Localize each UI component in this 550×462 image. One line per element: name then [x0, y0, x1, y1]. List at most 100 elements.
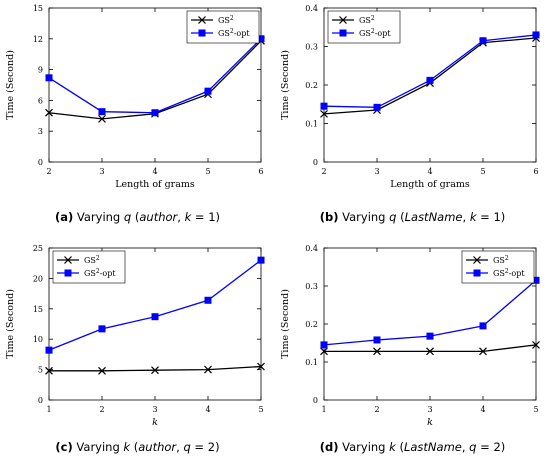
data-point-square — [532, 31, 540, 39]
data-point-square — [373, 336, 381, 344]
y-tick-label: 15 — [33, 4, 43, 13]
y-tick-label: 0 — [313, 158, 318, 167]
x-tick-label: 5 — [480, 167, 485, 176]
x-axis-label: Length of grams — [390, 179, 470, 190]
caption-attribute: LastName — [403, 440, 462, 454]
x-tick-label: 2 — [374, 405, 379, 414]
data-point-square — [151, 109, 159, 117]
y-tick-label: 0.1 — [305, 358, 318, 367]
x-tick-label: 3 — [99, 167, 104, 176]
series-line-gs2 — [48, 40, 262, 120]
x-tick-label: 5 — [258, 405, 263, 414]
caption-d: (d) Varying k (LastName, q = 2) — [319, 440, 506, 454]
caption-parameter: q — [183, 440, 191, 454]
y-tick-label: 5 — [38, 366, 43, 375]
series-line-gs2-opt — [323, 34, 537, 108]
x-tick-label: 4 — [205, 405, 210, 414]
data-point-x — [479, 347, 487, 356]
y-tick-label: 0.2 — [305, 81, 318, 90]
chart-panel-a: 0 3 6 9 12 15 2 3 4 5 6 Length of grams Time (Second… — [5, 4, 265, 190]
caption-a: (a) Varying q (author, k = 1) — [54, 210, 221, 224]
data-point-square — [204, 296, 212, 304]
data-point-square — [479, 37, 487, 45]
data-point-x — [198, 16, 206, 24]
caption-value: 2 — [493, 440, 501, 454]
data-point-square — [479, 322, 487, 330]
data-point-x — [64, 256, 72, 264]
data-point-x — [373, 347, 381, 356]
caption-prefix: Varying — [342, 210, 386, 224]
y-tick-label: 20 — [33, 274, 43, 283]
caption-b: (b) Varying q (LastName, k = 1) — [319, 210, 506, 224]
x-tick-label: 2 — [321, 167, 326, 176]
series-line-gs2 — [324, 344, 537, 353]
y-axis-label: Time (Second) — [280, 50, 291, 120]
x-tick-label: 1 — [321, 405, 326, 414]
legend: GS2 GS2-opt — [52, 250, 126, 284]
caption-parameter: k — [184, 210, 192, 224]
data-point-square — [320, 341, 328, 349]
data-point-x — [320, 109, 328, 118]
data-point-square — [373, 103, 381, 111]
y-axis-label: Time (Second) — [280, 289, 291, 359]
data-point-square — [204, 87, 212, 95]
legend-label: GS2 — [218, 15, 234, 25]
chart-panel-b: 0 0.1 0.2 0.3 0.4 2 3 4 5 6 Length of grams Time (S… — [280, 4, 540, 190]
legend: GS2 GS2-opt — [186, 10, 260, 44]
data-point-square — [473, 269, 481, 277]
x-axis-label: k — [152, 417, 158, 428]
y-axis-label: Time (Second) — [5, 50, 16, 120]
caption-c: (c) Varying k (author, q = 2) — [55, 440, 220, 454]
x-tick-label: 5 — [205, 167, 210, 176]
caption-value: 1 — [493, 210, 501, 224]
data-point-x — [98, 114, 106, 123]
caption-parameter: q — [469, 440, 477, 454]
y-tick-label: 3 — [38, 127, 43, 136]
data-point-x — [45, 108, 53, 117]
x-tick-label: 6 — [533, 167, 538, 176]
x-tick-label: 3 — [374, 167, 379, 176]
y-tick-label: 0.4 — [305, 244, 318, 253]
legend-label: GS2 — [493, 255, 509, 265]
data-point-x — [98, 366, 106, 375]
data-point-x — [339, 16, 347, 24]
x-axis-label: Length of grams — [115, 179, 195, 190]
caption-variable: k — [123, 440, 131, 454]
data-point-square — [64, 269, 72, 277]
x-tick-label: 4 — [152, 167, 157, 176]
y-tick-label: 0.1 — [305, 120, 318, 129]
data-point-square — [45, 74, 53, 82]
legend: GS2 GS2-opt — [461, 250, 535, 284]
legend-label: GS2 — [359, 15, 375, 25]
caption-attribute: LastName — [404, 210, 463, 224]
data-point-square — [98, 325, 106, 333]
data-point-x — [320, 347, 328, 356]
series-line-gs2 — [323, 37, 537, 115]
legend: GS2 GS2-opt — [327, 10, 401, 44]
series-line-gs2-opt — [48, 38, 262, 114]
caption-parameter: k — [469, 210, 477, 224]
caption-letter: (c) — [55, 440, 73, 454]
chart-panel-c: 0 5 10 15 20 25 1 2 3 4 5 k Time (Second) GS2 GS2-opt — [5, 244, 265, 428]
caption-variable: k — [389, 440, 396, 454]
y-tick-label: 9 — [38, 66, 43, 75]
y-tick-label: 15 — [33, 305, 43, 314]
legend-label: GS2-opt — [84, 268, 116, 278]
caption-prefix: Varying — [342, 440, 386, 454]
caption-prefix: Varying — [76, 210, 121, 224]
data-point-x — [257, 362, 265, 371]
y-tick-label: 0 — [38, 158, 43, 167]
x-axis-label: k — [427, 417, 433, 428]
x-tick-label: 5 — [533, 405, 538, 414]
x-tick-label: 2 — [46, 167, 51, 176]
data-point-square — [426, 76, 434, 84]
legend-label: GS2 — [84, 255, 100, 265]
data-point-x — [532, 340, 540, 349]
data-point-square — [198, 29, 206, 37]
y-tick-label: 0.3 — [305, 282, 318, 291]
data-point-square — [532, 276, 540, 284]
x-tick-label: 4 — [427, 167, 432, 176]
x-tick-label: 2 — [99, 405, 104, 414]
chart-panel-d: 0 0.1 0.2 0.3 0.4 1 2 3 4 5 k Time (Second) GS2 GS2-o… — [280, 244, 540, 428]
